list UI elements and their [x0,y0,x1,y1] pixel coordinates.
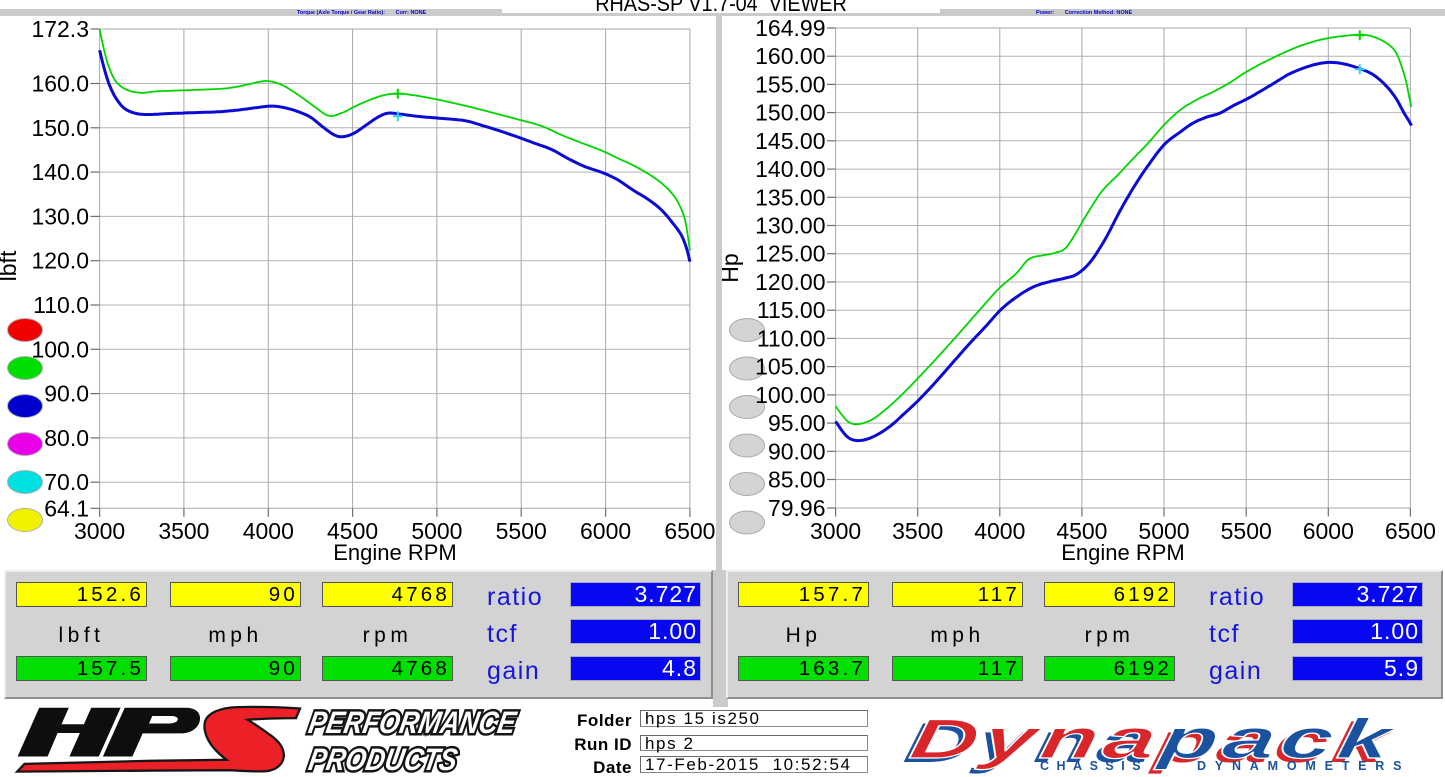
svg-text:115.00: 115.00 [757,297,826,323]
svg-text:90.00: 90.00 [768,438,826,464]
svg-text:6500: 6500 [1385,518,1436,544]
svg-text:6000: 6000 [1303,518,1354,544]
svg-text:145.00: 145.00 [755,128,825,154]
svg-text:64.1: 64.1 [44,495,89,521]
svg-text:120.00: 120.00 [755,269,825,295]
svg-text:125.00: 125.00 [755,241,825,267]
svg-text:Engine RPM: Engine RPM [1061,540,1185,565]
svg-text:5500: 5500 [496,518,547,544]
svg-text:120.0: 120.0 [31,248,89,274]
svg-text:105.00: 105.00 [755,354,825,380]
svg-text:172.3: 172.3 [31,16,89,42]
svg-text:4000: 4000 [243,518,294,544]
svg-text:3000: 3000 [810,518,861,544]
svg-text:150.0: 150.0 [31,115,89,141]
svg-text:lbft: lbft [0,250,21,281]
svg-text:5000: 5000 [1138,518,1189,544]
svg-text:5500: 5500 [1221,518,1272,544]
svg-text:85.00: 85.00 [768,467,826,493]
svg-text:110.0: 110.0 [33,292,89,318]
svg-text:4000: 4000 [974,518,1025,544]
svg-text:140.0: 140.0 [31,159,89,185]
svg-text:70.0: 70.0 [44,469,89,495]
svg-text:3500: 3500 [158,518,209,544]
svg-text:Hp: Hp [717,253,743,282]
svg-text:140.00: 140.00 [755,156,825,182]
svg-text:6000: 6000 [580,518,631,544]
svg-text:100.0: 100.0 [31,336,89,362]
svg-text:135.00: 135.00 [755,184,825,210]
svg-text:150.00: 150.00 [755,100,825,126]
svg-text:4500: 4500 [327,518,378,544]
svg-text:130.0: 130.0 [31,203,89,229]
svg-text:160.0: 160.0 [31,71,89,97]
svg-text:6500: 6500 [664,518,715,544]
svg-text:80.0: 80.0 [44,425,89,451]
svg-text:155.00: 155.00 [755,71,825,97]
svg-text:Engine RPM: Engine RPM [333,540,457,565]
svg-text:79.96: 79.96 [768,495,826,521]
svg-text:100.00: 100.00 [755,382,825,408]
svg-text:164.99: 164.99 [755,15,825,41]
svg-text:3500: 3500 [892,518,943,544]
svg-text:4500: 4500 [1056,518,1107,544]
svg-text:130.00: 130.00 [755,213,825,239]
svg-text:160.00: 160.00 [755,43,825,69]
svg-text:3000: 3000 [74,518,125,544]
svg-text:95.00: 95.00 [768,410,826,436]
svg-text:110.00: 110.00 [757,325,826,351]
svg-text:5000: 5000 [411,518,462,544]
svg-text:90.0: 90.0 [44,381,89,407]
